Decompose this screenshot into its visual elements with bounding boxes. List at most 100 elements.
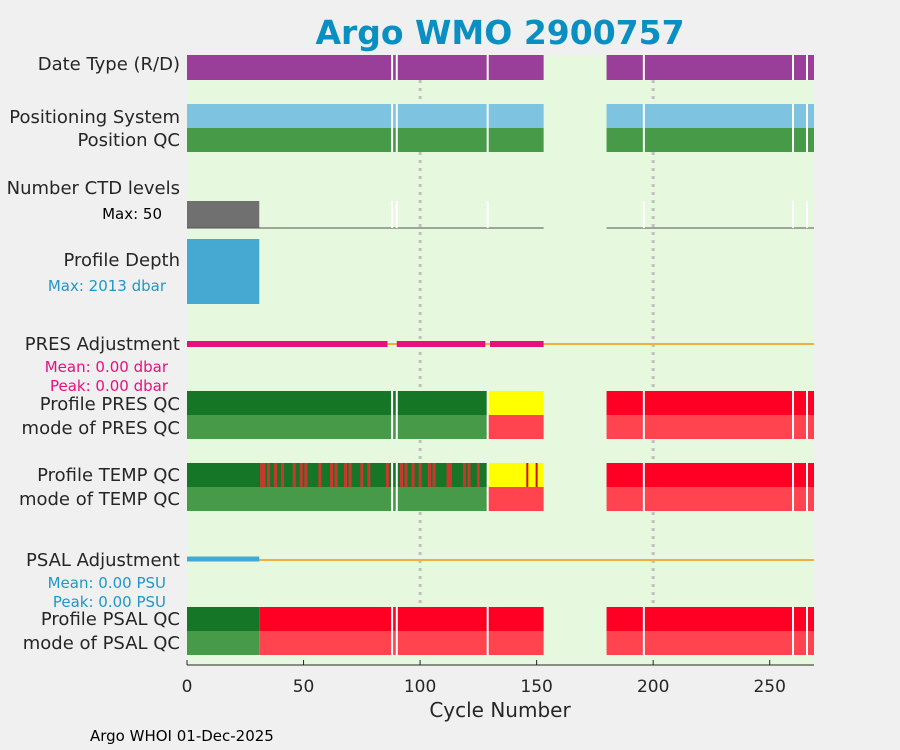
x-tick-label: 150	[520, 677, 552, 697]
row-label-positioning-system: Positioning System	[9, 107, 180, 128]
cycle-separator	[391, 201, 394, 228]
bar-segment-presmode	[187, 415, 488, 439]
bar-segment-posqc	[187, 128, 544, 152]
cycle-separator	[806, 55, 809, 80]
cycle-separator	[486, 607, 489, 655]
cycle-separator	[806, 104, 809, 152]
cycle-separator	[395, 391, 398, 439]
temp-qc-flag-mark	[432, 463, 436, 487]
x-tick-label: 0	[182, 677, 193, 697]
temp-qc-flag-mark	[348, 463, 352, 487]
cycle-separator	[486, 55, 489, 80]
cycle-separator	[792, 463, 795, 511]
bar-segment-ctd	[187, 201, 260, 228]
temp-qc-flag-mark	[343, 463, 347, 487]
bar-segment-tempqc	[606, 463, 814, 487]
temp-qc-flag-mark	[427, 463, 431, 487]
temp-qc-flag-mark	[334, 463, 338, 487]
cycle-separator	[792, 55, 795, 80]
temp-qc-flag-mark	[535, 463, 538, 487]
bar-segment-tempqc	[487, 463, 544, 487]
bar-segment-tempmode	[487, 487, 544, 511]
bar-segment-tempmode	[187, 487, 488, 511]
cycle-separator	[642, 201, 645, 228]
bar-segment-presqc	[606, 391, 814, 415]
row-label-profile-temp-qc: Profile TEMP QC	[37, 465, 180, 486]
plot-area	[187, 55, 814, 665]
bar-segment-psalmode	[606, 631, 814, 655]
row-label-profile-psal-qc: Profile PSAL QC	[41, 609, 180, 630]
cycle-separator	[391, 463, 394, 511]
pres-peak-label: Peak: 0.00 dbar	[50, 377, 169, 395]
temp-qc-flag-mark	[318, 463, 322, 487]
cycle-separator	[391, 607, 394, 655]
cycle-separator	[792, 391, 795, 439]
temp-qc-flag-mark	[404, 463, 408, 487]
row-label-pres-adjustment: PRES Adjustment	[25, 334, 180, 355]
depth-max-label: Max: 2013 dbar	[48, 277, 167, 295]
row-label-mode-psal-qc: mode of PSAL QC	[23, 633, 180, 654]
pres-mean-label: Mean: 0.00 dbar	[45, 358, 169, 376]
row-label-date-type: Date Type (R/D)	[38, 54, 180, 75]
cycle-separator	[391, 391, 394, 439]
row-label-mode-pres-qc: mode of PRES QC	[22, 418, 180, 439]
bar-segment-presmode	[606, 415, 814, 439]
temp-qc-flag-mark	[399, 463, 403, 487]
cycle-separator	[395, 104, 398, 152]
cycle-separator	[792, 201, 795, 228]
cycle-separator	[395, 463, 398, 511]
ctd-max-label: Max: 50	[102, 205, 162, 223]
row-label-profile-pres-qc: Profile PRES QC	[40, 394, 180, 415]
cycle-separator	[395, 201, 398, 228]
temp-qc-flag-mark	[281, 463, 285, 487]
temp-qc-flag-mark	[367, 463, 371, 487]
cycle-separator	[792, 607, 795, 655]
temp-qc-flag-mark	[462, 463, 466, 487]
cycle-separator	[391, 55, 394, 80]
temp-qc-flag-mark	[476, 463, 480, 487]
cycle-separator	[486, 463, 489, 511]
x-tick-label: 250	[753, 677, 785, 697]
row-label-psal-adjustment: PSAL Adjustment	[26, 550, 180, 571]
bar-segment-tempmode	[606, 487, 814, 511]
temp-qc-flag-mark	[360, 463, 364, 487]
x-tick-label: 100	[404, 677, 436, 697]
cycle-separator	[486, 391, 489, 439]
bar-segment-presmode	[487, 415, 544, 439]
psal-peak-label: Peak: 0.00 PSU	[53, 593, 166, 611]
bar-segment-psalqc	[259, 607, 544, 631]
temp-qc-flag-mark	[526, 463, 529, 487]
row-label-ctd-levels: Number CTD levels	[7, 178, 180, 199]
cycle-separator	[642, 463, 645, 511]
temp-qc-flag-mark	[262, 463, 266, 487]
x-tick-label: 200	[637, 677, 669, 697]
temp-qc-flag-mark	[448, 463, 452, 487]
row-label-profile-depth: Profile Depth	[63, 250, 180, 271]
bar-segment-depth	[187, 239, 260, 304]
temp-qc-flag-mark	[411, 463, 415, 487]
psal-mean-label: Mean: 0.00 PSU	[48, 574, 166, 592]
row-label-position-qc: Position QC	[77, 130, 180, 151]
temp-qc-flag-mark	[446, 463, 450, 487]
cycle-separator	[806, 201, 809, 228]
bar-segment-pos	[187, 104, 544, 128]
bar-segment-psalqc	[187, 607, 260, 631]
temp-qc-flag-mark	[260, 463, 264, 487]
cycle-separator	[486, 104, 489, 152]
bar-segment-presqc	[187, 391, 488, 415]
x-tick-label: 50	[293, 677, 315, 697]
bar-segment-psalqc	[606, 607, 814, 631]
cycle-separator	[806, 607, 809, 655]
temp-qc-flag-mark	[299, 463, 303, 487]
temp-qc-flag-mark	[385, 463, 389, 487]
cycle-separator	[395, 607, 398, 655]
cycle-separator	[642, 391, 645, 439]
bar-segment-presqc	[487, 391, 544, 415]
cycle-separator	[806, 391, 809, 439]
cycle-separator	[642, 55, 645, 80]
temp-qc-flag-mark	[267, 463, 271, 487]
temp-qc-flag-mark	[292, 463, 296, 487]
cycle-separator	[806, 463, 809, 511]
temp-qc-flag-mark	[418, 463, 422, 487]
